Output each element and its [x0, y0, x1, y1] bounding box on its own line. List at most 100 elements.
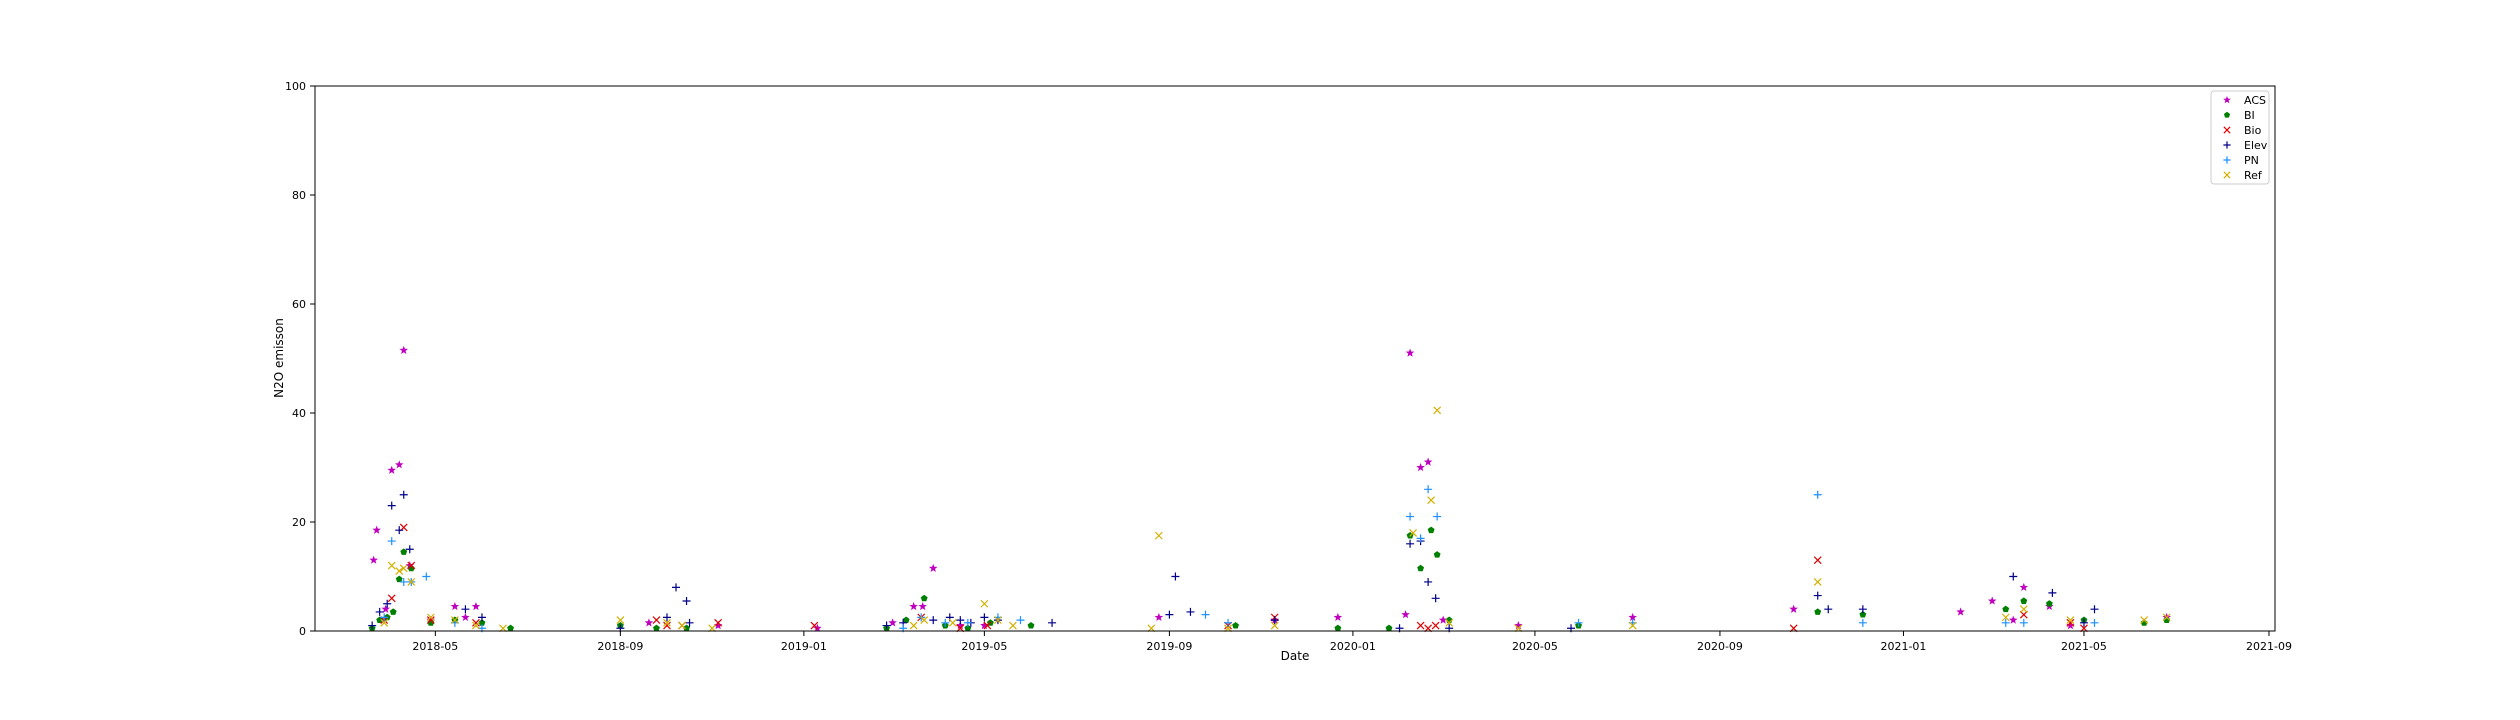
data-point [2066, 621, 2075, 630]
data-point [478, 619, 486, 626]
data-point [2090, 605, 2099, 614]
data-point [685, 618, 694, 627]
data-point [1423, 457, 1433, 466]
data-point [948, 618, 957, 627]
data-point [616, 616, 625, 625]
data-point [2002, 605, 2010, 613]
data-point [461, 612, 470, 622]
data-point [426, 616, 435, 625]
x-tick-label: 2020-05 [1512, 640, 1558, 653]
data-point [399, 577, 408, 586]
data-point [1270, 616, 1279, 625]
data-point [672, 583, 681, 592]
data-point [426, 613, 435, 622]
data-point [400, 548, 408, 555]
data-point [2001, 613, 2010, 622]
series-bio [380, 523, 2088, 633]
data-point [1813, 591, 1822, 600]
x-tick-label: 2021-05 [2061, 640, 2107, 653]
data-point [920, 616, 929, 625]
data-point [1431, 594, 1440, 603]
data-point [1201, 610, 1210, 619]
data-point [810, 621, 819, 630]
data-point [471, 601, 481, 611]
data-point [1406, 539, 1415, 548]
data-point [1416, 534, 1425, 543]
legend-entry-pn: PN [2223, 154, 2259, 167]
data-point [1333, 612, 1343, 622]
data-point [1154, 612, 1164, 622]
data-point [956, 621, 965, 630]
data-point [387, 594, 396, 603]
data-point [399, 490, 408, 499]
data-point [2009, 572, 2018, 581]
data-point [993, 616, 1002, 625]
data-point [450, 616, 459, 625]
data-point [507, 624, 514, 632]
data-point [1628, 612, 1637, 622]
data-point [2140, 619, 2148, 626]
data-point [1859, 611, 1867, 618]
y-axis-label: N2O emisson [272, 318, 286, 398]
data-point [387, 465, 396, 474]
data-point [389, 608, 397, 615]
data-point [653, 624, 660, 632]
data-point [1224, 618, 1233, 627]
legend-marker [2223, 126, 2231, 134]
legend-entry-ref: Ref [2223, 169, 2263, 182]
data-point [1009, 621, 1017, 630]
x-tick-label: 2021-09 [2246, 640, 2292, 653]
data-point [964, 624, 972, 632]
data-point [2001, 618, 2010, 627]
data-point [1956, 607, 1965, 616]
y-axis: 0 20 40 60 80 100 [285, 80, 315, 638]
legend-marker [2223, 111, 2231, 118]
data-point [1401, 610, 1410, 619]
data-point [1416, 621, 1425, 630]
data-point [1424, 577, 1433, 586]
data-point [1016, 616, 1025, 625]
legend-marker [2223, 141, 2231, 149]
data-point [1385, 624, 1393, 632]
data-point [909, 601, 918, 611]
legend-label: BI [2244, 109, 2255, 122]
data-point [1813, 556, 1822, 565]
data-point [713, 621, 723, 630]
data-point [427, 619, 435, 626]
data-point [405, 561, 415, 570]
data-point [1416, 463, 1425, 472]
data-point [399, 564, 408, 573]
plot-area-frame [314, 85, 2276, 632]
data-point [678, 621, 686, 630]
data-point [920, 594, 928, 602]
data-point [422, 572, 431, 581]
data-point [1514, 621, 1523, 630]
data-point [1027, 621, 1035, 629]
data-point [2163, 616, 2171, 624]
data-point [929, 616, 938, 625]
legend-label: Ref [2244, 169, 2263, 182]
data-point [407, 564, 415, 572]
data-point [980, 599, 989, 608]
y-tick-label: 80 [292, 189, 306, 202]
data-point [1433, 512, 1442, 521]
series-ref [380, 406, 2171, 633]
data-point [902, 616, 910, 624]
y-tick-label: 60 [292, 298, 306, 311]
data-point [1165, 610, 1174, 619]
data-point [381, 604, 390, 613]
data-point [909, 621, 918, 630]
data-point [1186, 607, 1195, 616]
data-point [918, 601, 927, 611]
data-point [1858, 618, 1867, 627]
data-point [1171, 572, 1180, 581]
data-point [2079, 618, 2088, 627]
data-point [1154, 531, 1163, 540]
data-point [1574, 618, 1583, 627]
data-point [963, 618, 972, 627]
data-point [1445, 618, 1454, 627]
data-point [980, 621, 989, 630]
y-tick-label: 40 [292, 407, 306, 420]
legend-label: Elev [2244, 139, 2268, 152]
